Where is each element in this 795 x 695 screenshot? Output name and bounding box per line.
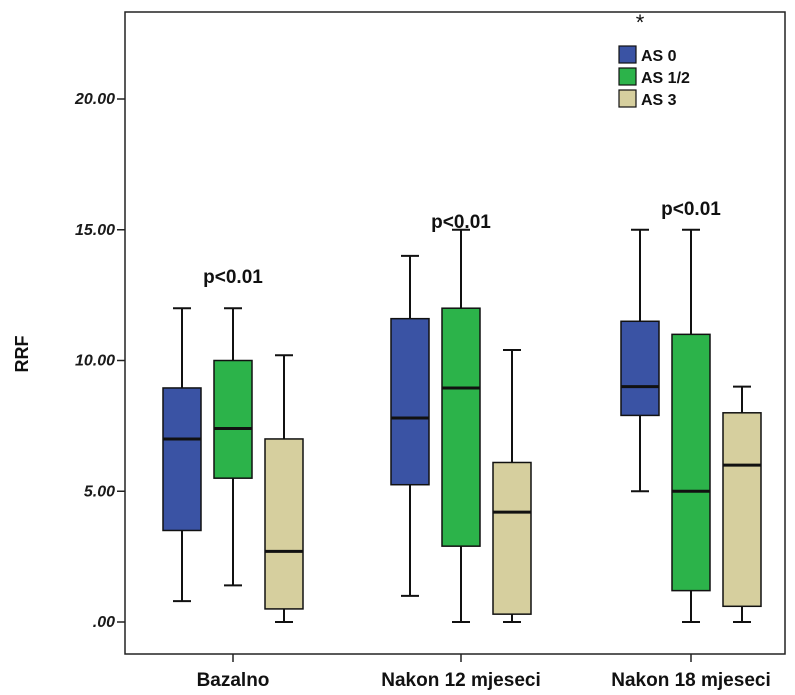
p-value-annotation: p<0.01 — [661, 199, 721, 220]
iqr-box — [441, 307, 481, 547]
box-as-3-3 — [722, 385, 762, 623]
iqr-box — [620, 320, 660, 417]
y-tick-label: 10.00 — [75, 353, 115, 370]
y-tick-label: 15.00 — [75, 222, 115, 239]
outlier-marker: * — [636, 10, 645, 35]
iqr-box — [162, 387, 202, 532]
legend-label: AS 1/2 — [641, 70, 690, 87]
legend-swatch — [618, 45, 637, 64]
iqr-box — [264, 438, 304, 610]
y-tick-label: 20.00 — [74, 91, 115, 108]
iqr-box — [390, 317, 430, 486]
p-value-annotation: p<0.01 — [431, 212, 491, 233]
box-as-0-1 — [162, 307, 202, 603]
box-as-1-2-3 — [671, 228, 711, 623]
annotations-group: p<0.01 p<0.01 p<0.01 — [203, 199, 721, 288]
boxes-group: * — [162, 10, 762, 623]
y-axis-label: RRF — [12, 336, 32, 373]
x-axis: Bazalno Nakon 12 mjeseci Nakon 18 mjeseci — [197, 654, 771, 691]
y-tick-label: 5.00 — [84, 483, 115, 500]
legend-label: AS 0 — [641, 48, 677, 65]
box-as-1-2-1 — [213, 307, 253, 587]
y-axis: .00 5.00 10.00 15.00 20.00 — [74, 91, 125, 631]
legend: AS 0 AS 1/2 AS 3 — [618, 45, 690, 109]
legend-swatch — [618, 89, 637, 108]
x-tick-label: Bazalno — [197, 670, 270, 691]
box-as-3-1 — [264, 354, 304, 623]
box-as-3-2 — [492, 349, 532, 623]
p-value-annotation: p<0.01 — [203, 267, 263, 288]
legend-label: AS 3 — [641, 92, 677, 109]
box-as-1-2-2 — [441, 228, 481, 623]
iqr-box — [492, 461, 532, 615]
iqr-box — [213, 359, 253, 479]
box-as-0-2 — [390, 254, 430, 597]
y-tick-label: .00 — [93, 614, 115, 631]
x-tick-label: Nakon 18 mjeseci — [611, 670, 770, 691]
iqr-box — [722, 412, 762, 608]
x-tick-label: Nakon 12 mjeseci — [381, 670, 540, 691]
legend-swatch — [618, 67, 637, 86]
box-as-0-3 — [620, 228, 660, 493]
iqr-box — [671, 333, 711, 592]
